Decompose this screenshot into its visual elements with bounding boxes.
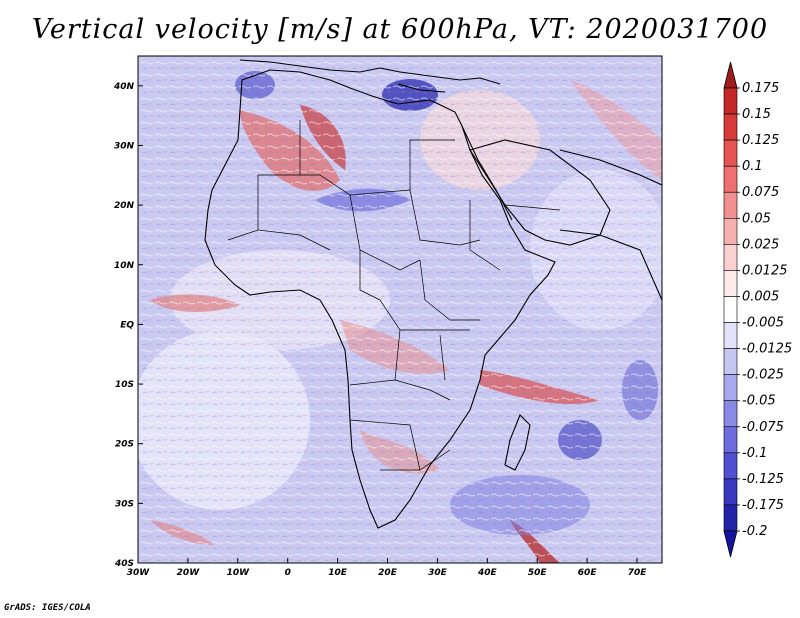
colorbar-swatch: [723, 348, 738, 375]
lon-tick-label: 40E: [477, 568, 498, 578]
colorbar-swatch: [723, 322, 738, 349]
lat-tick-label: 30S: [115, 499, 134, 509]
colorbar-label: 0.125: [742, 133, 779, 148]
velocity-field: [138, 56, 662, 563]
colorbar-label: -0.125: [742, 472, 784, 487]
colorbar-swatch: [723, 504, 738, 532]
country-borders: [227, 120, 561, 471]
colorbar-bottom-arrow: [723, 530, 738, 558]
colorbar-label: 0.005: [742, 289, 779, 304]
colorbar-swatch: [723, 478, 738, 506]
colorbar-swatch: [723, 165, 738, 193]
lat-tick-label: EQ: [120, 320, 134, 330]
lon-tick-label: 0: [285, 568, 291, 578]
footer-credit: GrADS: IGES/COLA: [4, 603, 91, 613]
lat-tick-label: 10S: [115, 380, 134, 390]
colorbar-label: -0.05: [742, 394, 776, 409]
lon-tick-label: 30W: [127, 568, 151, 578]
longitude-axis: 30W 20W 10W 0 10E 20E 30E 40E 50E 60E 70E: [127, 558, 647, 578]
lon-tick-label: 10E: [328, 568, 348, 578]
lon-tick-label: 50E: [528, 568, 548, 578]
lon-tick-label: 60E: [578, 568, 598, 578]
map-frame: [137, 55, 663, 564]
colorbar-swatch: [723, 113, 738, 141]
colorbar-label: -0.175: [742, 498, 784, 513]
lon-tick-label: 20E: [378, 568, 398, 578]
lat-tick-label: 40N: [113, 82, 135, 92]
colorbar-swatch: [723, 400, 738, 428]
colorbar-swatch: [723, 217, 738, 245]
lat-tick-label: 30N: [114, 141, 135, 151]
lon-tick-label: 30E: [428, 568, 448, 578]
colorbar-legend: 0.175 0.15 0.125 0.1 0.075 0.05 0.025 0.0125 0.0…: [723, 61, 792, 558]
colorbar-label: 0.075: [742, 185, 779, 200]
colorbar-swatch: [723, 374, 738, 402]
colorbar-swatch: [723, 452, 738, 480]
colorbar-label: -0.025: [742, 368, 784, 383]
colorbar-swatch: [723, 296, 738, 323]
lon-tick-label: 20W: [177, 568, 201, 578]
colorbar-swatch: [723, 139, 738, 167]
lat-tick-label: 10N: [114, 261, 135, 271]
colorbar-label: -0.005: [742, 316, 784, 331]
lat-tick-label: 20N: [114, 201, 135, 211]
colorbar-swatch: [723, 270, 738, 297]
colorbar-label: 0.1: [742, 159, 763, 174]
colorbar-label: 0.025: [742, 237, 779, 252]
lat-tick-label: 20S: [115, 440, 134, 450]
lat-tick-label: 40S: [114, 559, 134, 569]
colorbar-label: 0.0125: [742, 263, 788, 278]
map-title: Vertical velocity [m/s] at 600hPa, VT: 2…: [31, 14, 769, 45]
colorbar-label: -0.2: [742, 524, 767, 539]
colorbar-swatch: [723, 191, 738, 219]
colorbar-top-arrow: [723, 61, 738, 89]
lon-tick-label: 70E: [628, 568, 648, 578]
colorbar-swatch: [723, 87, 738, 115]
colorbar-label: 0.15: [742, 107, 771, 122]
lon-tick-label: 10W: [227, 568, 251, 578]
colorbar-label: 0.05: [742, 211, 771, 226]
colorbar-label: -0.075: [742, 420, 784, 435]
colorbar-label: 0.175: [742, 81, 779, 96]
colorbar-swatch: [723, 426, 738, 454]
coastline-outline: [204, 59, 662, 529]
latitude-axis: 40N 30N 20N 10N EQ 10S 20S 30S 40S: [113, 82, 143, 569]
colorbar-swatch: [723, 244, 738, 271]
colorbar-label: -0.0125: [742, 342, 792, 357]
colorbar-label: -0.1: [742, 446, 767, 461]
